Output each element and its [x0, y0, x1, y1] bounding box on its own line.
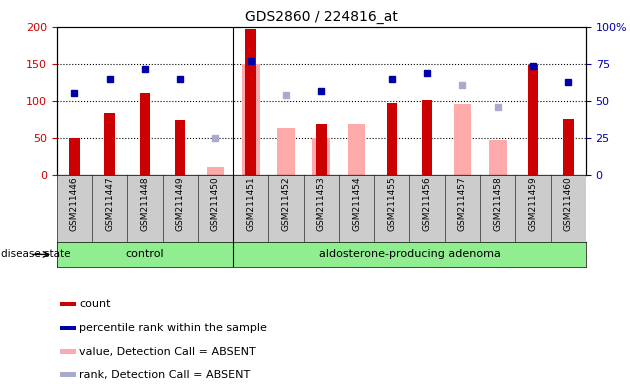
Text: percentile rank within the sample: percentile rank within the sample	[79, 323, 267, 333]
Bar	[563, 119, 573, 175]
Bar	[175, 120, 185, 175]
Text: GSM211457: GSM211457	[458, 176, 467, 231]
Text: GSM211456: GSM211456	[423, 176, 432, 231]
Text: GSM211450: GSM211450	[211, 176, 220, 231]
FancyBboxPatch shape	[60, 302, 76, 306]
Text: GSM211448: GSM211448	[140, 176, 149, 231]
Text: GSM211449: GSM211449	[176, 176, 185, 231]
Text: aldosterone-producing adenoma: aldosterone-producing adenoma	[319, 249, 500, 260]
Bar	[69, 138, 79, 175]
Bar	[140, 93, 150, 175]
Bar	[246, 29, 256, 175]
Text: rank, Detection Call = ABSENT: rank, Detection Call = ABSENT	[79, 369, 251, 379]
Bar	[316, 124, 326, 175]
Text: GSM211459: GSM211459	[529, 176, 537, 231]
Bar	[387, 103, 397, 175]
Bar	[454, 104, 471, 175]
Text: disease state: disease state	[1, 249, 70, 260]
FancyBboxPatch shape	[60, 349, 76, 354]
Text: GSM211453: GSM211453	[317, 176, 326, 231]
Bar	[489, 140, 507, 175]
Text: control: control	[125, 249, 164, 260]
Bar	[422, 100, 432, 175]
Text: GSM211451: GSM211451	[246, 176, 255, 231]
Text: GSM211446: GSM211446	[70, 176, 79, 231]
Text: GSM211447: GSM211447	[105, 176, 114, 231]
Text: GSM211452: GSM211452	[282, 176, 290, 231]
Text: GSM211454: GSM211454	[352, 176, 361, 231]
Text: GSM211460: GSM211460	[564, 176, 573, 231]
Bar	[348, 124, 365, 175]
Bar	[528, 65, 538, 175]
Bar	[312, 138, 330, 175]
Bar	[207, 167, 224, 175]
Text: GSM211458: GSM211458	[493, 176, 502, 231]
Bar	[277, 128, 295, 175]
Bar	[242, 64, 260, 175]
Text: value, Detection Call = ABSENT: value, Detection Call = ABSENT	[79, 347, 256, 357]
Text: count: count	[79, 299, 111, 309]
Title: GDS2860 / 224816_at: GDS2860 / 224816_at	[245, 10, 398, 25]
Bar	[105, 113, 115, 175]
FancyBboxPatch shape	[60, 326, 76, 330]
Text: GSM211455: GSM211455	[387, 176, 396, 231]
FancyBboxPatch shape	[60, 372, 76, 377]
